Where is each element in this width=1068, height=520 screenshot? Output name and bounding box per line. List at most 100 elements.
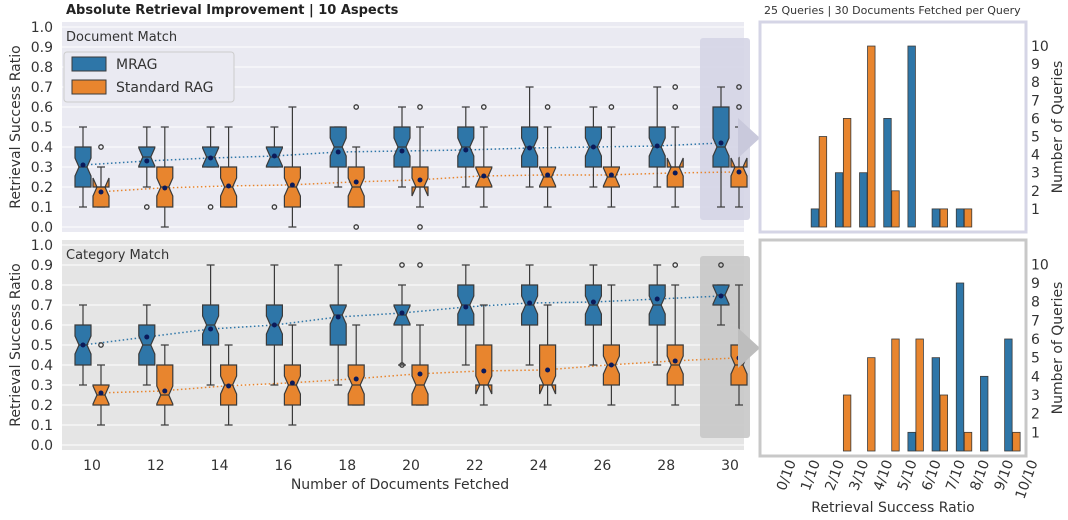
box-mrag-18 [329, 264, 347, 386]
x-tick-label: 24 [530, 458, 548, 474]
x-tick-label: 12 [147, 458, 165, 474]
mean-point [463, 304, 469, 310]
box-rag-14 [220, 126, 238, 208]
outlier-point [98, 342, 104, 348]
outlier-point [417, 224, 423, 230]
bar-rag-4/10 [891, 338, 900, 452]
mean-point [417, 177, 423, 183]
x-axis-label: Number of Documents Fetched [291, 477, 509, 493]
x-tick-label-right: 2/10 [822, 458, 848, 493]
outlier-point [736, 84, 742, 90]
box-panel-1: 0.0 0.1 0.2 0.3 0.4 0.5 0.6 0.7 0.8 0.9 1.0 Documen… [8, 20, 750, 236]
outlier-point [353, 224, 360, 230]
mean-point [144, 158, 150, 164]
y-tick-label: 0.0 [31, 438, 53, 454]
trend-line-rag [96, 357, 736, 394]
bar-mrag-7/10 [955, 208, 965, 228]
mean-point [654, 296, 660, 302]
figure-subtitle: 25 Queries | 30 Documents Fetched per Qu… [764, 4, 1021, 17]
outlier-point [271, 204, 278, 210]
x-tick-label: 16 [274, 458, 292, 474]
x-tick-label: 18 [338, 458, 356, 474]
x-tick-label: 14 [211, 458, 229, 474]
mean-point [718, 140, 724, 146]
x-tick-label: 10 [83, 458, 101, 474]
mean-point [226, 183, 232, 189]
y-axis-label-right: Number of Queries [1050, 61, 1066, 194]
y-tick-label: 6 [1031, 111, 1040, 127]
mean-point [545, 172, 551, 178]
outlier-point [207, 204, 214, 210]
mean-point [271, 153, 277, 159]
mean-point [208, 155, 214, 161]
y-axis-label-right: Number of Queries [1050, 282, 1066, 415]
y-tick-label: 0.5 [31, 120, 53, 136]
box-mrag-14 [202, 264, 220, 386]
x-tick-label-right: 0/10 [774, 458, 800, 493]
y-tick-label: 1.0 [31, 20, 53, 36]
box-mrag-26 [584, 264, 602, 366]
box-body [712, 106, 730, 168]
legend-label-rag: Standard RAG [116, 80, 213, 96]
x-axis-label-right: Retrieval Success Ratio [811, 500, 974, 516]
box-rag-28 [666, 262, 684, 406]
box-rag-12 [156, 344, 174, 426]
outlier-point [399, 362, 405, 368]
bar-mrag-2/10 [834, 172, 844, 228]
outlier-point [672, 84, 679, 90]
box-mrag-20 [393, 106, 411, 188]
box-rag-10 [92, 144, 110, 208]
y-tick-label: 7 [1031, 313, 1040, 329]
mean-point [80, 342, 86, 348]
mean-point [590, 299, 596, 305]
y-tick-label: 0.6 [31, 318, 53, 334]
box-mrag-24 [521, 264, 539, 366]
connector-arrow [738, 118, 760, 158]
mean-point [226, 383, 232, 389]
trend-line-mrag [82, 142, 722, 166]
x-tick-label-right: 10/10 [1013, 458, 1042, 501]
y-tick-label: 0.7 [31, 298, 53, 314]
connector-arrow [738, 328, 760, 368]
legend-swatch-rag [71, 79, 107, 95]
bar-mrag-9/10 [1004, 338, 1013, 452]
outlier-point [608, 104, 615, 110]
bar-rag-3/10 [867, 45, 876, 228]
bar-rag-7/10 [963, 431, 973, 452]
y-tick-label: 10 [1031, 39, 1049, 55]
mean-point [335, 314, 341, 320]
box-mrag-10 [74, 304, 92, 386]
box-rag-16 [283, 324, 301, 426]
x-tick-label-right: 5/10 [895, 458, 921, 493]
mean-point [289, 380, 295, 386]
y-tick-label: 0.5 [31, 338, 53, 354]
bar-rag-7/10 [963, 208, 973, 228]
bar-rag-2/10 [842, 394, 852, 452]
box-rag-26 [602, 284, 620, 406]
box-rag-24 [539, 104, 557, 208]
trend-line-rag [96, 171, 736, 193]
y-tick-label: 1 [1031, 202, 1040, 218]
x-tick-label: 26 [593, 458, 611, 474]
highlight-column [700, 256, 750, 438]
outlier-point [672, 262, 679, 268]
y-tick-label: 0.2 [31, 180, 53, 196]
mean-point [736, 169, 742, 175]
x-tick-label: 20 [402, 458, 420, 474]
x-tick-label-right: 7/10 [943, 458, 969, 493]
legend-swatch-mrag [71, 56, 107, 72]
y-tick-label: 0.6 [31, 100, 53, 116]
box-plots-area: 0.0 0.1 0.2 0.3 0.4 0.5 0.6 0.7 0.8 0.9 1.0 Documen… [8, 20, 760, 493]
box-mrag-30 [712, 86, 730, 208]
y-tick-label: 8 [1031, 295, 1040, 311]
outlier-point [353, 104, 360, 110]
mean-point [654, 143, 660, 149]
y-tick-label: 0.7 [31, 80, 53, 96]
box-rag-20 [411, 104, 429, 230]
y-tick-label: 0.0 [31, 220, 53, 236]
mean-point [80, 162, 86, 168]
outlier-point [672, 104, 679, 110]
box-rag-24 [539, 304, 557, 406]
